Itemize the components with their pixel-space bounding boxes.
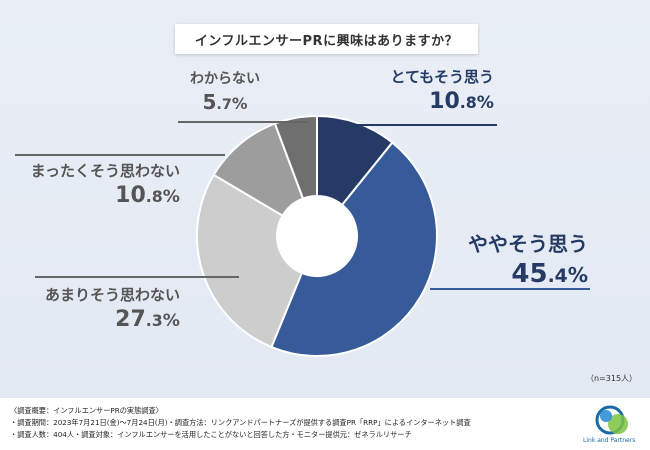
footer-line-2: ・調査期間：2023年7月21日(金)〜7月24日(月)・調査方法：リンクアンド… [10, 418, 471, 427]
label-slice-2: あまりそう思わない 27.3% [40, 284, 180, 332]
footer-line-1: 〈調査概要：インフルエンサーPRの実態調査〉 [10, 406, 163, 415]
underline-slice-0 [352, 124, 497, 126]
slice-value-2: 27.3% [115, 307, 180, 332]
label-slice-3: まったくそう思わない 10.8% [20, 160, 180, 208]
slice-name-2: あまりそう思わない [44, 286, 180, 304]
slice-value-3: 10.8% [115, 183, 180, 208]
slice-name-1: ややそう思う [468, 232, 588, 256]
slice-name-0: とてもそう思う [390, 68, 494, 86]
label-slice-4: わからない 5.7% [185, 68, 265, 114]
underline-slice-1 [430, 288, 590, 290]
slice-value-0: 10.8% [429, 89, 494, 114]
underline-slice-3 [15, 154, 225, 156]
logo-text: Link and Partners [583, 437, 636, 444]
slice-value-4: 5.7% [202, 90, 248, 114]
donut-chart [196, 114, 438, 357]
underline-slice-4 [178, 121, 308, 123]
link-and-partners-logo-icon [595, 405, 628, 435]
slice-name-4: わからない [190, 71, 260, 87]
label-slice-0: とてもそう思う 10.8% [372, 66, 494, 114]
donut-hole [277, 196, 357, 276]
chart-title: インフルエンサーPRに興味はありますか？ [175, 24, 478, 54]
slice-name-3: まったくそう思わない [30, 162, 180, 180]
footer-line-3: ・調査人数：404人・調査対象：インフルエンサーを活用したことがないと回答した方… [10, 430, 412, 439]
survey-footer: 〈調査概要：インフルエンサーPRの実態調査〉 ・調査期間：2023年7月21日(… [10, 405, 570, 441]
underline-slice-2 [35, 276, 239, 278]
label-slice-1: ややそう思う 45.4% [462, 228, 588, 289]
sample-size-note: （n=315人） [586, 374, 638, 383]
slice-value-1: 45.4% [511, 259, 588, 289]
